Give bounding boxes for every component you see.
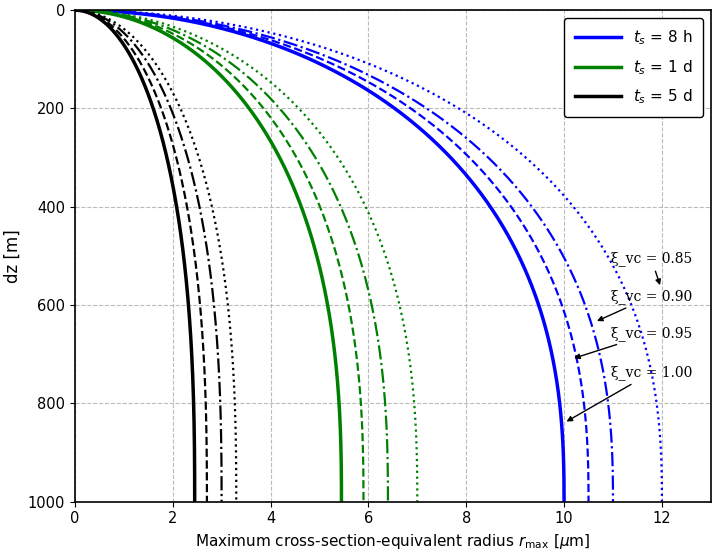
- Text: ξ_vc = 1.00: ξ_vc = 1.00: [568, 365, 692, 421]
- Text: ξ_vc = 0.90: ξ_vc = 0.90: [598, 289, 692, 321]
- Legend: $t_s$ = 8 h, $t_s$ = 1 d, $t_s$ = 5 d: $t_s$ = 8 h, $t_s$ = 1 d, $t_s$ = 5 d: [564, 18, 703, 117]
- Y-axis label: dz [m]: dz [m]: [4, 229, 22, 282]
- Text: ξ_vc = 0.95: ξ_vc = 0.95: [576, 326, 692, 359]
- X-axis label: Maximum cross-section-equivalent radius $r_\mathrm{max}$ [$\mu$m]: Maximum cross-section-equivalent radius …: [195, 532, 591, 551]
- Text: ξ_vc = 0.85: ξ_vc = 0.85: [611, 251, 692, 284]
